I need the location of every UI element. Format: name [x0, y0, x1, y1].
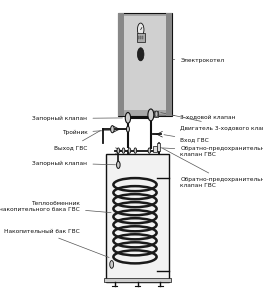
Bar: [124, 16, 166, 110]
Bar: [166, 13, 171, 116]
Bar: [118, 13, 171, 116]
Circle shape: [155, 111, 158, 117]
Text: Обратно-предохранительный
клапан ГВС: Обратно-предохранительный клапан ГВС: [163, 148, 263, 188]
Circle shape: [148, 109, 154, 121]
Circle shape: [138, 23, 144, 36]
Bar: [104, 278, 171, 282]
Text: Двигатель 3-ходового клапана: Двигатель 3-ходового клапана: [161, 112, 263, 130]
Text: Запорный клапан: Запорный клапан: [32, 160, 115, 166]
Bar: [138, 36, 139, 38]
Text: Накопительный бак ГВС: Накопительный бак ГВС: [4, 229, 109, 257]
Text: Запорный клапан: Запорный клапан: [32, 116, 123, 121]
Bar: [136, 33, 145, 41]
Circle shape: [148, 148, 151, 153]
Circle shape: [125, 112, 131, 123]
Circle shape: [110, 261, 114, 268]
Circle shape: [128, 148, 131, 153]
Bar: [141, 36, 143, 38]
Text: Тройник: Тройник: [62, 129, 124, 135]
Bar: [154, 111, 158, 117]
Circle shape: [127, 126, 129, 132]
Circle shape: [134, 148, 137, 153]
Bar: [106, 154, 169, 282]
Circle shape: [117, 161, 120, 168]
Text: Теплообменник
накопительного бака ГВС: Теплообменник накопительного бака ГВС: [0, 201, 111, 213]
Circle shape: [138, 48, 144, 61]
Circle shape: [111, 126, 114, 133]
Circle shape: [117, 148, 120, 153]
Text: Вход ГВС: Вход ГВС: [164, 135, 209, 142]
Text: Обратно-предохранительный
клапан ГВС: Обратно-предохранительный клапан ГВС: [160, 146, 263, 157]
Bar: [118, 13, 124, 116]
Text: Выход ГВС: Выход ГВС: [54, 130, 100, 150]
Text: 3-ходовой клапан: 3-ходовой клапан: [156, 114, 236, 119]
Bar: [157, 143, 160, 151]
Bar: [153, 146, 157, 152]
Circle shape: [122, 148, 125, 153]
Text: Электрокотел: Электрокотел: [173, 58, 225, 63]
Bar: [140, 36, 141, 38]
